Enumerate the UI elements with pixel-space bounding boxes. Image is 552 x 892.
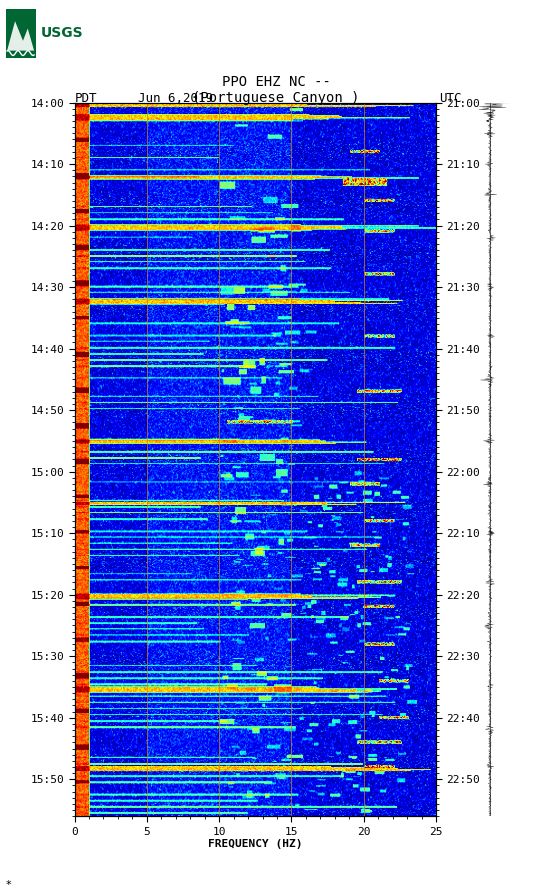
Text: Jun 6,2019: Jun 6,2019 [138, 92, 213, 105]
Polygon shape [7, 21, 34, 51]
Text: UTC: UTC [439, 92, 461, 105]
Text: *: * [6, 880, 11, 889]
Text: PDT: PDT [75, 92, 97, 105]
X-axis label: FREQUENCY (HZ): FREQUENCY (HZ) [208, 839, 302, 849]
Text: (Portuguese Canyon ): (Portuguese Canyon ) [192, 91, 360, 105]
Text: USGS: USGS [40, 27, 83, 40]
FancyBboxPatch shape [6, 9, 36, 58]
Text: PPO EHZ NC --: PPO EHZ NC -- [221, 75, 331, 89]
